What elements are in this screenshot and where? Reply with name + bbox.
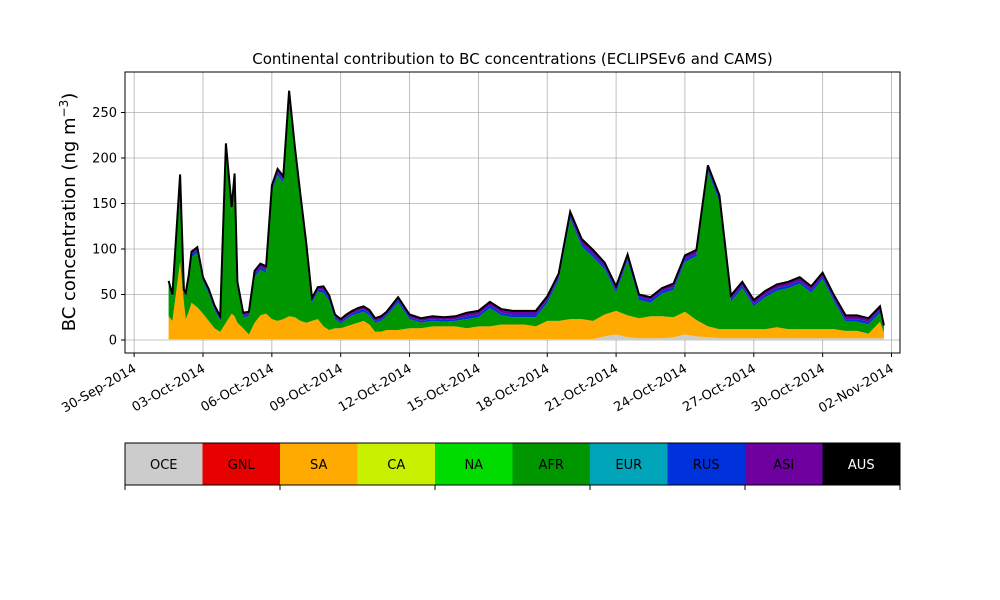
legend-label-gnl: GNL (228, 458, 256, 473)
x-tick-label: 30-Sep-2014 (59, 361, 139, 416)
legend-label-sa: SA (310, 458, 327, 473)
x-tick-label: 27-Oct-2014 (680, 361, 758, 415)
y-tick-label: 50 (100, 288, 117, 303)
y-ticks: 0 50 100 150 200 250 (92, 106, 125, 349)
x-tick-label: 18-Oct-2014 (474, 361, 552, 415)
legend-label-aus: AUS (848, 458, 875, 473)
x-tick-label: 21-Oct-2014 (543, 361, 621, 415)
legend-frame (124, 442, 901, 486)
legend-swatch-asi (745, 443, 823, 485)
legend-label-rus: RUS (693, 458, 720, 473)
legend-swatch-ca (357, 443, 435, 485)
legend-swatch-na (435, 443, 513, 485)
legend-label-afr: AFR (539, 458, 564, 473)
legend-swatch-sa (280, 443, 358, 485)
legend-swatch-aus (822, 443, 900, 485)
area-sa (168, 261, 884, 340)
x-tick-label: 06-Oct-2014 (198, 361, 276, 415)
area-oce (168, 334, 884, 340)
y-axis-label-exponent: −3 (57, 100, 71, 118)
x-tick-label: 24-Oct-2014 (612, 361, 690, 415)
x-tick-label: 15-Oct-2014 (405, 361, 483, 415)
legend-swatch-oce (125, 443, 203, 485)
y-tick-label: 150 (92, 197, 117, 212)
stacked-areas (168, 90, 884, 340)
legend-swatch-gnl (202, 443, 280, 485)
y-axis-label-main: BC concentration (ng m (59, 117, 80, 331)
x-tick-label: 03-Oct-2014 (130, 361, 208, 415)
y-tick-label: 250 (92, 106, 117, 121)
x-tick-label: 09-Oct-2014 (267, 361, 345, 415)
legend-swatch-afr (512, 443, 590, 485)
legend-label-eur: EUR (615, 458, 642, 473)
y-tick-label: 0 (109, 334, 117, 349)
legend-label-asi: ASI (773, 458, 794, 473)
y-axis-label: BC concentration (ng m−3) (57, 93, 80, 332)
legend-swatch-rus (667, 443, 745, 485)
legend: OCE GNL SA CA NA AFR EUR RUS ASI AUS (124, 442, 901, 490)
legend-swatch-eur (590, 443, 668, 485)
area-afr (168, 97, 884, 335)
y-tick-label: 200 (92, 152, 117, 167)
x-tick-label: 12-Oct-2014 (336, 361, 414, 415)
plot-frame (124, 71, 901, 354)
y-axis-label-close: ) (59, 93, 80, 100)
total-outline (167, 90, 885, 326)
x-tick-label: 02-Nov-2014 (816, 361, 896, 416)
legend-label-ca: CA (387, 458, 405, 473)
y-tick-label: 100 (92, 243, 117, 258)
legend-label-na: NA (464, 458, 483, 473)
x-ticks: 30-Sep-201403-Oct-201406-Oct-201409-Oct-… (59, 353, 897, 416)
legend-label-oce: OCE (150, 458, 178, 473)
x-tick-label: 30-Oct-2014 (749, 361, 827, 415)
chart-title: Continental contribution to BC concentra… (252, 50, 773, 68)
